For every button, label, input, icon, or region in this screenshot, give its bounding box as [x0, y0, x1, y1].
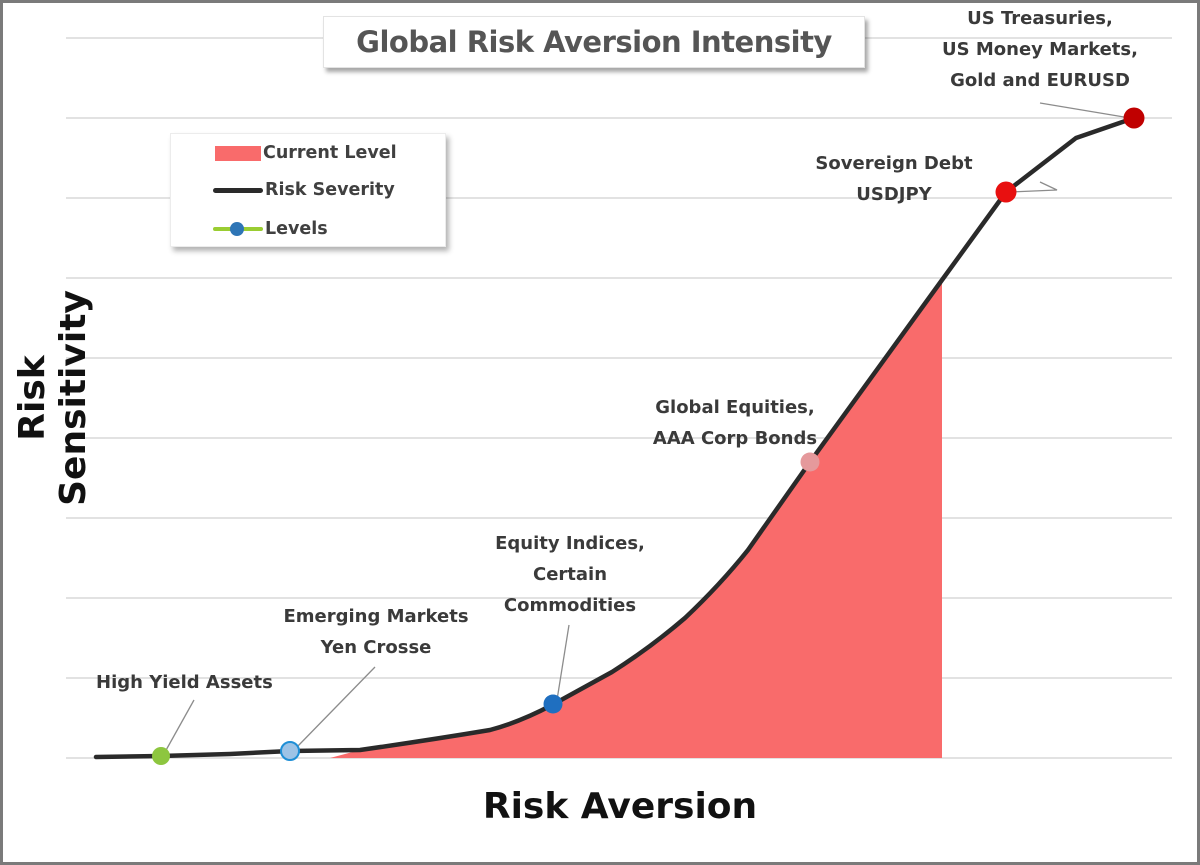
legend: Current Level Risk Severity Levels [170, 133, 446, 247]
legend-label: Levels [265, 219, 328, 239]
x-axis-label: Risk Aversion [482, 786, 758, 827]
area-swatch-icon [215, 145, 261, 161]
marker-emerging-markets[interactable] [280, 741, 300, 761]
marker-sovereign-debt[interactable] [995, 181, 1017, 203]
legend-label: Risk Severity [265, 180, 395, 200]
legend-item-risk-severity[interactable]: Risk Severity [171, 175, 395, 205]
line-swatch-icon [213, 187, 263, 193]
chart-title-box: Global Risk Aversion Intensity [323, 16, 865, 68]
legend-item-current-level[interactable]: Current Level [171, 138, 397, 168]
annotation-emerging-markets: Emerging Markets Yen Crosse [283, 606, 469, 658]
marker-us-treasuries[interactable] [1123, 107, 1145, 129]
annotation-equity-indices: Equity Indices, Certain Commodities [495, 533, 645, 616]
y-axis-label: Risk Sensitivity [12, 290, 94, 506]
marker-global-equities[interactable] [800, 452, 820, 472]
marker-high-yield[interactable] [152, 747, 170, 765]
risk-severity-line [93, 115, 1137, 760]
line-marker-swatch-icon [213, 222, 263, 236]
legend-label: Current Level [263, 143, 397, 163]
chart-title: Global Risk Aversion Intensity [356, 25, 832, 59]
marker-equity-indices[interactable] [543, 694, 563, 714]
leader-lines [164, 102, 1131, 753]
annotation-sovereign-debt: Sovereign Debt USDJPY [815, 153, 973, 205]
current-level-area [330, 280, 942, 758]
legend-item-levels[interactable]: Levels [171, 214, 328, 244]
annotation-global-equities: Global Equities, AAA Corp Bonds [652, 397, 818, 449]
annotation-high-yield: High Yield Assets [96, 672, 273, 693]
annotation-us-treasuries: US Treasuries, US Money Markets, Gold an… [942, 8, 1138, 91]
